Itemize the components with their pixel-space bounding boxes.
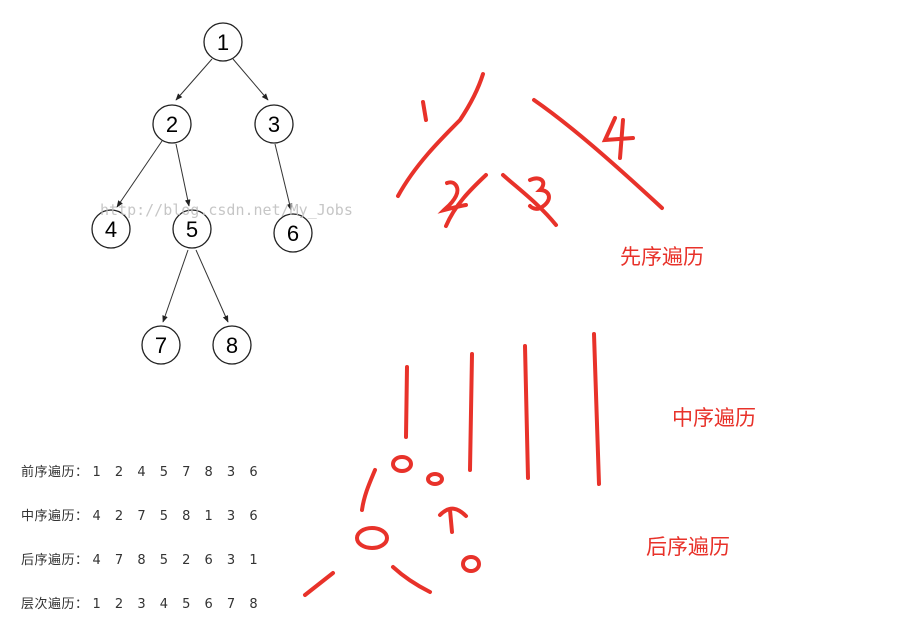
traversal-values: 1 2 4 5 7 8 3 6 <box>92 465 260 480</box>
tree-node-4: 4 <box>91 209 131 249</box>
node-label-1: 1 <box>217 30 229 55</box>
inorder-line-3 <box>523 344 530 480</box>
traversal-postorder-row: 后序遍历： 4 7 8 5 2 6 3 1 <box>21 549 260 568</box>
edge-3-6 <box>274 143 293 211</box>
watermark: http://blog.csdn.net/My_Jobs <box>100 201 353 219</box>
inorder-label: 中序遍历 <box>672 406 756 430</box>
postorder-sketch <box>303 455 481 597</box>
tree-node-6: 6 <box>273 213 313 253</box>
node-label-2: 2 <box>166 112 178 137</box>
preorder-mark-3 <box>528 176 551 211</box>
preorder-mark-2 <box>437 180 468 214</box>
preorder-label: 先序遍历 <box>620 245 704 269</box>
postorder-stroke-a <box>360 468 377 512</box>
postorder-loop-d <box>461 555 481 573</box>
postorder-label: 后序遍历 <box>646 535 730 559</box>
tree-node-1: 1 <box>203 22 243 62</box>
postorder-loop-a <box>391 455 413 473</box>
inorder-sketch <box>404 332 601 486</box>
edge-5-8 <box>195 249 229 323</box>
node-label-8: 8 <box>226 333 238 358</box>
node-label-3: 3 <box>268 112 280 137</box>
edge-1-3 <box>232 58 269 101</box>
node-label-4: 4 <box>105 217 117 242</box>
traversal-inorder-row: 中序遍历： 4 2 7 5 8 1 3 6 <box>21 505 260 524</box>
inorder-line-1 <box>404 365 409 439</box>
edge-2-5 <box>175 143 191 207</box>
traversal-name: 后序遍历： <box>21 553 89 568</box>
node-label-6: 6 <box>287 221 299 246</box>
node-label-5: 5 <box>186 217 198 242</box>
preorder-mark-1 <box>421 100 428 122</box>
edge-1-2 <box>175 58 213 101</box>
traversal-name: 中序遍历： <box>21 509 89 524</box>
inorder-line-2 <box>468 352 474 472</box>
traversal-levelorder-row: 层次遍历： 1 2 3 4 5 6 7 8 <box>21 593 260 612</box>
traversal-preorder-row: 前序遍历： 1 2 4 5 7 8 3 6 <box>21 461 260 480</box>
preorder-mark-4 <box>601 116 635 160</box>
inorder-line-4 <box>592 332 601 486</box>
traversal-values: 1 2 3 4 5 6 7 8 <box>92 597 260 612</box>
tree-node-2: 2 <box>152 104 192 144</box>
traversal-values: 4 7 8 5 2 6 3 1 <box>92 553 260 568</box>
node-label-7: 7 <box>155 333 167 358</box>
tree-node-5: 5 <box>172 209 212 249</box>
preorder-stroke-main-right <box>532 98 664 210</box>
tree-node-7: 7 <box>141 325 181 365</box>
traversal-values: 4 2 7 5 8 1 3 6 <box>92 509 260 524</box>
tree-node-3: 3 <box>254 104 294 144</box>
edge-5-7 <box>162 249 189 323</box>
traversal-name: 层次遍历： <box>21 597 89 612</box>
preorder-stroke-main-left <box>396 72 485 198</box>
postorder-loop-c <box>355 526 389 550</box>
postorder-stroke-d <box>391 565 432 594</box>
postorder-stroke-b <box>438 506 468 534</box>
preorder-stroke-right-child <box>501 173 558 227</box>
tree-edges <box>116 58 293 323</box>
edge-2-4 <box>116 140 163 208</box>
preorder-stroke-left-child <box>444 173 488 228</box>
postorder-stroke-c <box>303 571 335 597</box>
tree-node-8: 8 <box>212 325 252 365</box>
preorder-sketch <box>396 72 664 228</box>
traversal-name: 前序遍历： <box>21 465 89 480</box>
postorder-loop-b <box>426 472 444 486</box>
